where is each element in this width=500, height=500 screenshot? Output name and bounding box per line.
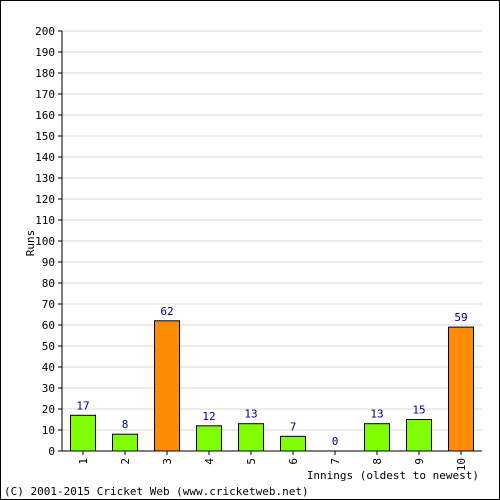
x-tick-label: 3 [161,458,174,465]
copyright-text: (C) 2001-2015 Cricket Web (www.cricketwe… [4,485,309,498]
grid-lines [62,30,482,431]
x-axis-label: Innings (oldest to newest) [307,469,479,482]
data-label: 17 [76,399,89,412]
data-label: 7 [290,420,297,433]
bar [112,433,138,452]
bar [196,425,222,452]
y-tick-label: 200 [35,25,55,38]
y-tick-label: 20 [42,403,55,416]
x-tick-label: 9 [413,458,426,465]
bars: 17 8 62 12 13 7 0 13 15 59 [70,305,474,452]
data-label: 0 [332,435,339,448]
y-tick-label: 30 [42,382,55,395]
y-tick-label: 60 [42,319,55,332]
data-label: 13 [244,408,257,421]
bar [70,414,96,452]
bar [364,423,390,452]
y-tick-label: 130 [35,172,55,185]
x-tick-label: 1 [77,458,90,465]
x-tick-label: 5 [245,458,258,465]
data-label: 62 [160,305,173,318]
y-tick-label: 100 [35,235,55,248]
y-tick-label: 0 [48,445,55,458]
x-tick-label: 10 [455,458,468,471]
y-tick-label: 170 [35,88,55,101]
axes: 0102030405060708090100110120130140150160… [35,25,482,471]
y-tick-label: 70 [42,298,55,311]
bar [280,435,306,452]
y-axis-label: Runs [24,230,37,257]
data-label: 13 [370,408,383,421]
y-tick-label: 120 [35,193,55,206]
y-tick-label: 140 [35,151,55,164]
bar [154,320,180,452]
data-label: 59 [454,311,467,324]
y-tick-label: 10 [42,424,55,437]
y-tick-label: 80 [42,277,55,290]
data-label: 8 [122,418,129,431]
y-tick-label: 90 [42,256,55,269]
x-tick-label: 4 [203,458,216,465]
y-tick-label: 50 [42,340,55,353]
data-label: 12 [202,410,215,423]
y-tick-label: 110 [35,214,55,227]
bar [448,326,474,452]
y-tick-label: 190 [35,46,55,59]
y-tick-label: 180 [35,67,55,80]
x-tick-label: 2 [119,458,132,465]
x-tick-label: 6 [287,458,300,465]
bar [406,419,432,452]
y-tick-label: 150 [35,130,55,143]
x-tick-label: 7 [329,458,342,465]
y-tick-label: 40 [42,361,55,374]
x-tick-label: 8 [371,458,384,465]
y-tick-label: 160 [35,109,55,122]
data-label: 15 [412,404,425,417]
bar [238,423,264,452]
